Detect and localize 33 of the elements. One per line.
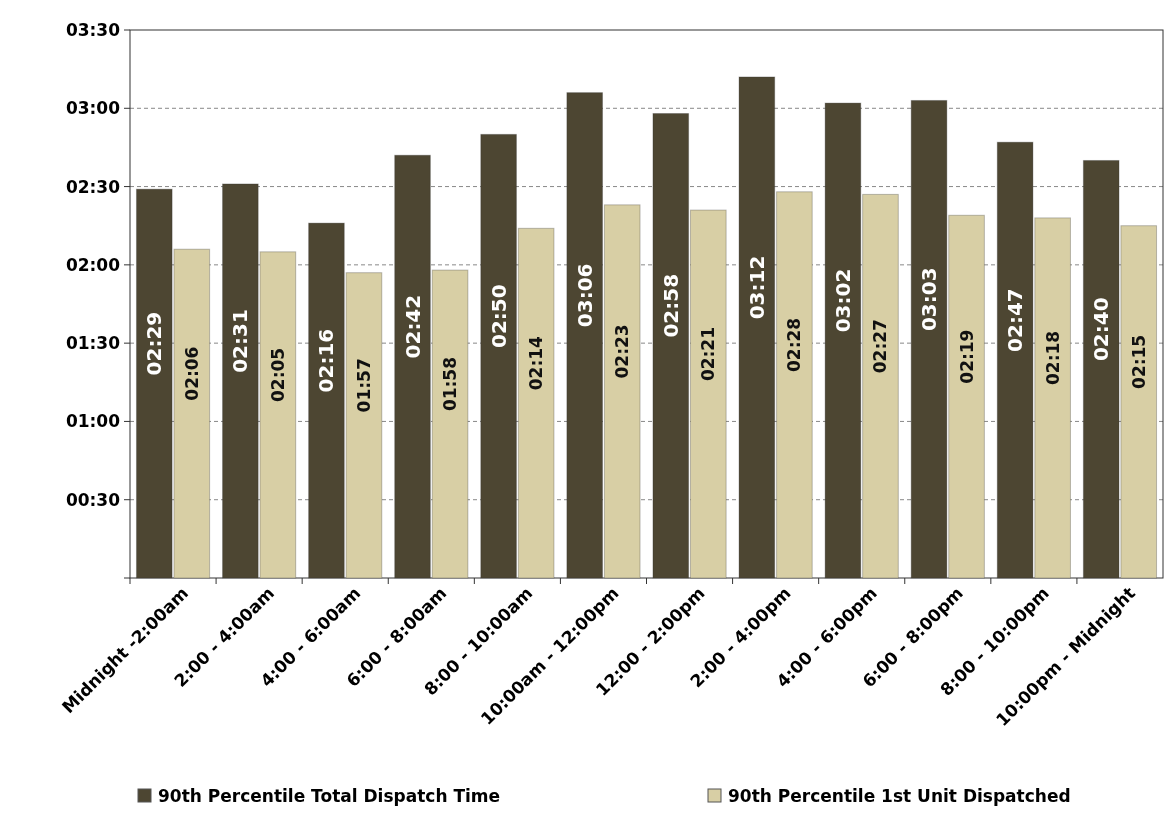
data-label: 01:57 <box>353 358 374 413</box>
data-label: 01:58 <box>440 356 461 412</box>
legend-label: 90th Percentile 1st Unit Dispatched <box>728 786 1071 806</box>
legend-label: 90th Percentile Total Dispatch Time <box>158 786 501 806</box>
data-label: 03:03 <box>917 267 942 332</box>
data-label: 02:29 <box>142 311 167 376</box>
data-label: 02:16 <box>314 328 339 393</box>
y-tick-label: 00:30 <box>65 489 121 510</box>
data-label: 02:06 <box>181 346 202 401</box>
data-label: 02:50 <box>486 284 511 349</box>
data-label: 02:18 <box>1042 330 1063 386</box>
data-label: 02:14 <box>526 335 547 391</box>
data-label: 03:06 <box>572 263 597 328</box>
data-label: 03:12 <box>744 255 769 320</box>
y-tick-label: 02:30 <box>65 176 121 197</box>
data-label: 02:21 <box>698 326 719 382</box>
y-tick-label: 03:00 <box>65 98 121 119</box>
data-label: 03:02 <box>830 268 855 333</box>
data-label: 02:42 <box>400 294 425 359</box>
data-label: 02:47 <box>1003 288 1028 352</box>
data-label: 02:28 <box>784 317 805 372</box>
data-label: 02:58 <box>658 273 683 338</box>
y-tick-label: 02:00 <box>65 254 121 275</box>
data-label: 02:15 <box>1128 334 1149 389</box>
data-label: 02:31 <box>228 309 253 373</box>
data-label: 02:19 <box>956 329 977 384</box>
data-label: 02:40 <box>1089 297 1114 362</box>
data-label: 02:27 <box>870 319 891 374</box>
y-tick-label: 01:00 <box>65 411 121 432</box>
data-label: 02:23 <box>612 324 633 379</box>
y-tick-label: 01:30 <box>65 333 121 354</box>
y-tick-label: 03:30 <box>65 20 121 40</box>
data-label: 02:05 <box>267 347 288 402</box>
